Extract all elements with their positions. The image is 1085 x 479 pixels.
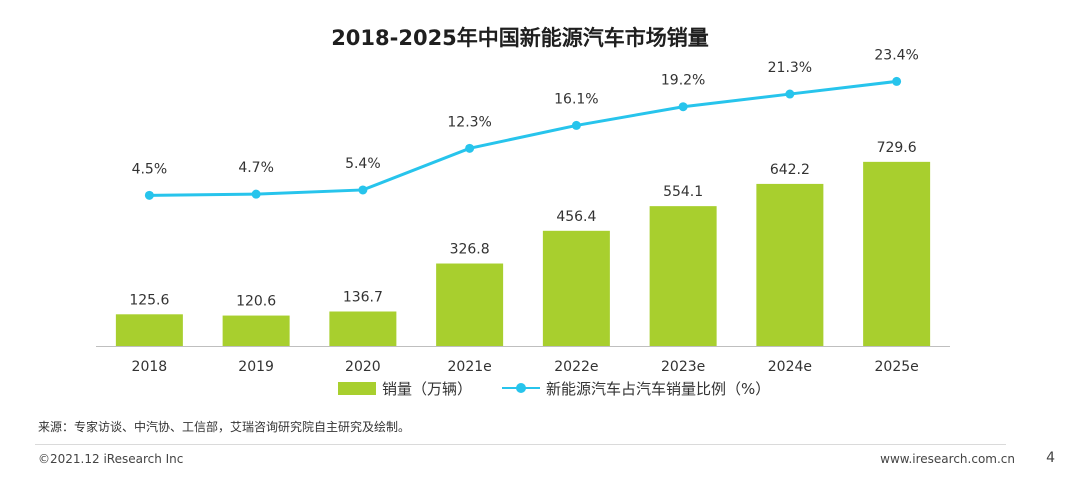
x-tick-2024e: 2024e [768, 359, 812, 375]
bar-label-2025e: 729.6 [877, 140, 917, 156]
bar-2020 [329, 311, 397, 346]
copyright: ©2021.12 iResearch Inc [38, 452, 184, 466]
share-point-2023e [678, 102, 688, 112]
legend-item-sales: 销量（万辆） [338, 378, 472, 399]
website: www.iresearch.com.cn [880, 452, 1015, 466]
share-label-2020: 5.4% [345, 156, 381, 172]
source-note: 来源：专家访谈、中汽协、工信部，艾瑞咨询研究院自主研究及绘制。 [38, 420, 411, 434]
share-point-2024e [785, 89, 795, 99]
legend-label-share: 新能源汽车占汽车销量比例（%） [546, 379, 771, 398]
footer-divider [35, 444, 1006, 445]
legend-line-swatch [502, 383, 541, 393]
bar-2024e [756, 183, 824, 346]
bar-2025e [863, 161, 931, 346]
chart-title: 2018-2025年中国新能源汽车市场销量 [331, 26, 709, 50]
share-point-2019 [251, 189, 261, 199]
bar-2021e [436, 263, 504, 346]
x-tick-2022e: 2022e [554, 359, 598, 375]
share-point-2018 [144, 190, 154, 200]
bar-2023e [649, 206, 717, 346]
bar-label-2019: 120.6 [236, 294, 276, 310]
legend-bar-swatch [338, 381, 376, 395]
legend-label-sales: 销量（万辆） [382, 379, 473, 398]
legend: 销量（万辆） 新能源汽车占汽车销量比例（%） [338, 378, 800, 398]
x-tick-2019: 2019 [238, 359, 274, 375]
share-label-2019: 4.7% [238, 160, 274, 176]
legend-item-share: 新能源汽车占汽车销量比例（%） [502, 378, 770, 399]
share-point-2025e [892, 76, 902, 86]
bar-label-2020: 136.7 [343, 289, 383, 305]
bar-label-2023e: 554.1 [663, 184, 703, 200]
x-tick-2018: 2018 [132, 359, 168, 375]
bar-label-2022e: 456.4 [556, 209, 596, 225]
share-label-2022e: 16.1% [554, 91, 598, 107]
bar-label-2024e: 642.2 [770, 162, 810, 178]
x-tick-2025e: 2025e [875, 359, 919, 375]
share-label-2025e: 23.4% [874, 47, 918, 63]
bar-2018 [115, 314, 183, 346]
share-point-2022e [571, 120, 581, 130]
bar-2022e [542, 230, 610, 346]
share-label-2024e: 21.3% [768, 60, 812, 76]
share-point-2020 [358, 185, 368, 195]
share-label-2021e: 12.3% [447, 114, 491, 130]
share-line [149, 79, 897, 197]
share-label-2018: 4.5% [132, 161, 168, 177]
x-tick-2020: 2020 [345, 359, 381, 375]
page-number: 4 [1046, 450, 1055, 466]
bar-label-2021e: 326.8 [450, 242, 490, 258]
share-point-2021e [465, 143, 475, 153]
share-label-2023e: 19.2% [661, 73, 705, 89]
x-tick-2021e: 2021e [448, 359, 492, 375]
x-tick-2023e: 2023e [661, 359, 705, 375]
bar-2019 [222, 315, 290, 346]
bar-label-2018: 125.6 [129, 292, 169, 308]
